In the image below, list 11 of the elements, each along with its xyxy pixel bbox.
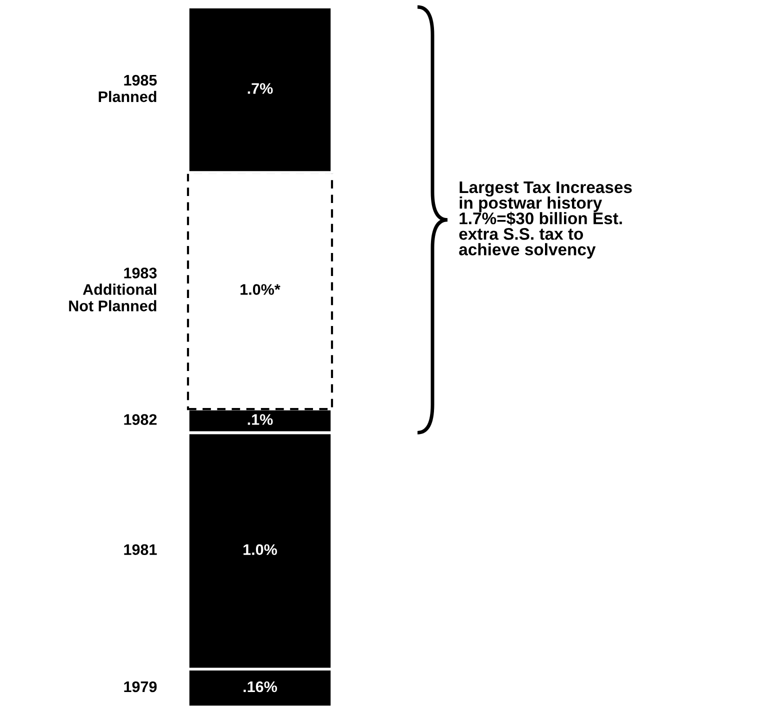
- data-label: .1%: [248, 414, 273, 425]
- data-label: .7%: [248, 83, 273, 94]
- data-label: 1.0%: [244, 544, 278, 556]
- text: 1981: [124, 544, 157, 556]
- data-label: .16%: [244, 681, 278, 692]
- data-label: 1.0%*: [240, 284, 280, 295]
- text: 1985 Planned: [98, 74, 157, 102]
- text: 1979: [124, 681, 157, 692]
- text: 1983 Additional Not Planned: [69, 268, 157, 312]
- text: 1982: [124, 414, 157, 425]
- text: Largest Tax Increases in postwar history 1.7%=$30 billion Est. extra S.S. tax to achieve solvency: [459, 182, 632, 259]
